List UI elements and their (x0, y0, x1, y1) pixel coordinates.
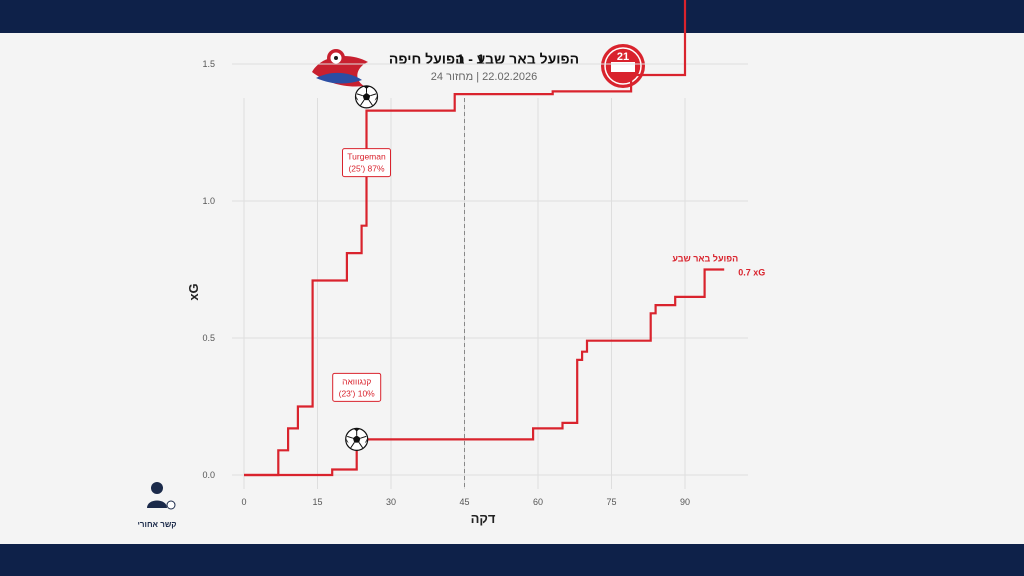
x-tick-label: 45 (459, 497, 469, 507)
away-team-name: הפועל חיפה (389, 51, 465, 67)
series-name-label: הפועל באר שבע (672, 254, 738, 264)
x-tick-label: 15 (312, 497, 322, 507)
player-avatar-icon (147, 482, 176, 510)
goal-label-box (332, 372, 382, 402)
goal-player-name: קנגווואה (342, 376, 371, 386)
svg-text:21: 21 (617, 51, 629, 63)
x-tick-label: 60 (533, 497, 543, 507)
soccer-ball-icon (345, 427, 369, 451)
hapoel-haifa-crest: 21 (601, 44, 645, 88)
goal-player-name: Turgeman (347, 152, 386, 162)
goal-detail: (23') 10% (339, 388, 376, 398)
x-tick-label: 90 (680, 497, 690, 507)
goal-label-box (342, 148, 391, 178)
bottom-band (0, 544, 1024, 576)
x-tick-label: 30 (386, 497, 396, 507)
series-xg-label: 0.7 xG (738, 268, 765, 278)
xg-series-line (244, 268, 725, 477)
soccer-ball-icon (354, 85, 379, 109)
goal-detail: (25') 87% (348, 164, 385, 174)
y-tick-label: 0.5 (202, 333, 215, 343)
brand-label: קשר אחורי (138, 520, 177, 529)
goal-annotations: Turgeman (25') 87% קנגווואה (23') 10% (332, 85, 391, 451)
match-score: 1 - 1 (457, 51, 485, 67)
x-tick-label: 75 (606, 497, 616, 507)
y-tick-label: 1.0 (202, 196, 215, 206)
home-team-name: הפועל באר שבע (477, 51, 579, 67)
x-axis-label: דקה (471, 511, 496, 526)
match-subtitle: 22.02.2026 | מחזור 24 (431, 71, 537, 83)
match-title: הפועל באר שבע1 - 1הפועל חיפה (389, 51, 579, 67)
match-header: הפועל באר שבע1 - 1הפועל חיפה 22.02.2026 … (312, 44, 645, 88)
hapoel-beer-sheva-crest (312, 49, 368, 87)
y-tick-label: 1.5 (202, 59, 215, 69)
y-tick-label: 0.0 (202, 470, 215, 480)
y-axis-label: xG (186, 283, 201, 300)
top-band (0, 0, 1024, 33)
x-tick-label: 0 (241, 497, 246, 507)
